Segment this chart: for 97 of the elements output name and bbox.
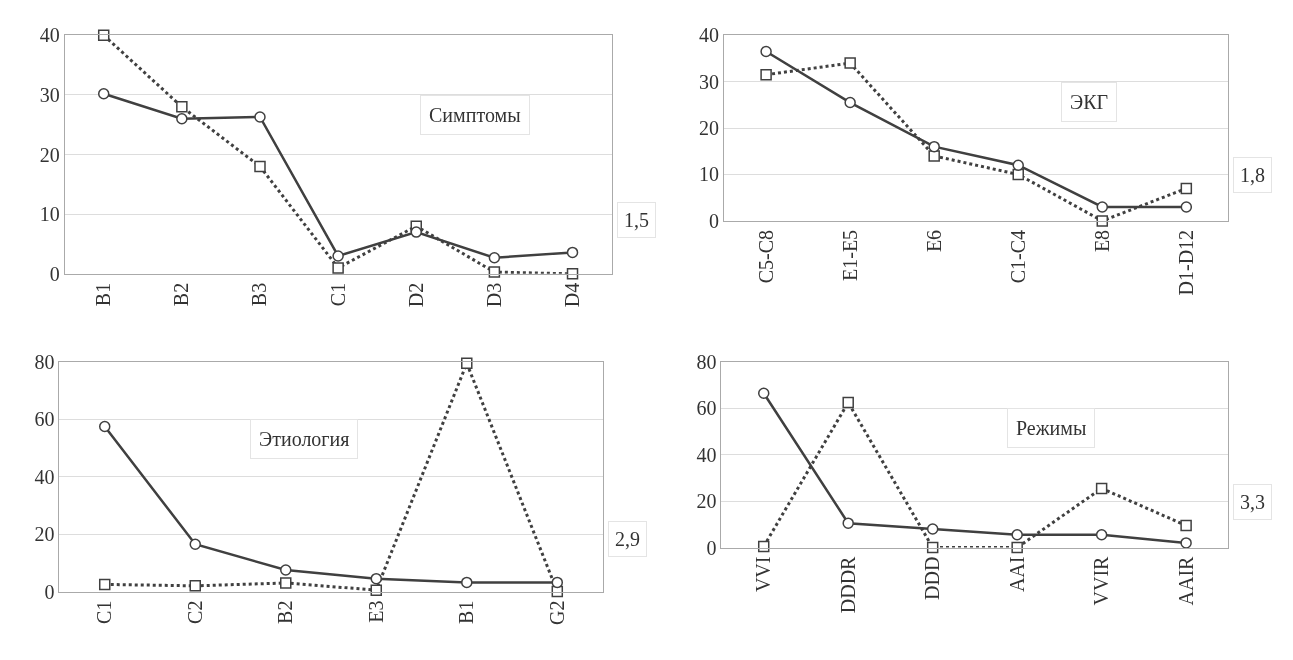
point [842,517,854,529]
text: 3,3 [1240,491,1265,513]
point [1180,201,1193,213]
x-tick-label: D4 [561,282,584,308]
point [461,576,473,589]
point [189,580,201,592]
point [488,266,501,278]
point [928,150,940,162]
text: Режимы [1016,417,1087,439]
y-tick-label: 0 [706,536,717,559]
x-tick-label: C1 [326,282,349,307]
text: 1,8 [1240,164,1265,186]
x-tick-label: B2 [170,282,193,307]
point [410,226,422,238]
y-tick-label: 10 [699,163,720,186]
y-tick-label: 40 [34,465,55,488]
x-tick-label: C1 [93,600,116,624]
y-tick-label: 40 [699,24,720,47]
point [98,578,111,591]
x-tick-label: C2 [183,600,206,624]
point [280,564,292,576]
text: Этиология [259,428,350,450]
y-tick-label: 40 [39,24,60,47]
point [1180,537,1192,549]
x-tick-label: AAIR [1174,555,1197,606]
point [332,250,344,262]
y-tick-label: 80 [34,350,55,373]
point [926,523,939,535]
x-tick-label: C1-C4 [1006,229,1029,284]
x-tick-label: D2 [404,282,427,308]
y-tick-label: 0 [49,262,60,285]
point [566,246,579,259]
x-tick-label: G2 [545,600,568,626]
point [176,113,188,125]
point [1095,529,1108,541]
point [176,101,188,113]
point [842,396,854,409]
point [1011,529,1023,541]
y-tick-label: 30 [699,70,720,93]
point [97,87,110,100]
x-tick-label: B1 [92,282,115,307]
text: Симптомы [429,104,521,126]
point [254,160,266,173]
x-tick-label: B3 [248,282,271,307]
point [332,262,344,274]
text: 1,5 [624,209,649,231]
point [280,577,292,589]
point [1180,519,1192,532]
y-tick-label: 20 [39,143,60,166]
point [488,252,501,264]
text: ЭКГ [1070,91,1109,113]
x-tick-label: B2 [274,600,297,624]
point [254,111,266,123]
point [189,538,201,550]
point [551,576,564,589]
x-tick-label: E3 [364,600,387,623]
point [97,29,110,41]
point [461,357,473,370]
x-tick-label: C5-C8 [754,229,777,284]
point [1180,182,1193,195]
point [566,268,579,280]
y-tick-label: 30 [39,83,60,106]
y-tick-label: 20 [696,490,717,513]
point [1012,159,1024,171]
y-tick-label: 80 [696,350,717,373]
x-tick-label: AAI [1005,556,1028,593]
x-tick-label: DDDR [836,555,859,614]
point [844,57,856,69]
x-tick-label: DDD [921,556,944,600]
y-tick-label: 0 [709,209,720,232]
y-tick-label: 20 [699,117,720,140]
point [1096,201,1109,213]
point [844,96,856,109]
point [928,140,940,153]
x-tick-label: E8 [1090,229,1113,253]
point [760,68,772,81]
x-tick-label: D3 [482,282,505,308]
y-tick-label: 10 [39,203,60,226]
point [1095,482,1108,495]
x-tick-label: E1-E5 [838,229,861,281]
y-tick-label: 60 [34,408,55,431]
point [760,45,772,58]
point [1012,168,1024,181]
x-tick-label: VVI [752,556,775,593]
y-tick-label: 40 [696,443,717,466]
x-tick-label: B1 [455,600,478,624]
y-tick-label: 20 [34,523,55,546]
x-tick-label: E6 [922,229,945,253]
point [1096,215,1109,227]
point [98,420,111,433]
x-tick-label: D1-D12 [1174,229,1197,296]
point [757,387,770,399]
x-tick-label: VVIR [1090,555,1113,606]
y-tick-label: 0 [44,580,55,603]
y-tick-label: 60 [696,397,717,420]
text: 2,9 [615,528,640,550]
point [370,572,383,585]
